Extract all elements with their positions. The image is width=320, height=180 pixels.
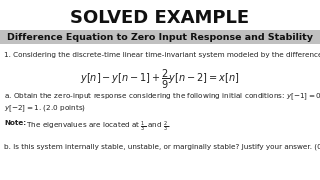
Text: Difference Equation to Zero Input Response and Stability: Difference Equation to Zero Input Respon… [7,33,313,42]
Text: SOLVED EXAMPLE: SOLVED EXAMPLE [70,9,250,27]
Text: $y[-2] = 1$. (2.0 points): $y[-2] = 1$. (2.0 points) [4,103,86,114]
Text: 1. Considering the discrete-time linear time-invariant system modeled by the dif: 1. Considering the discrete-time linear … [4,52,320,58]
Text: b. Is this system internally stable, unstable, or marginally stable? Justify you: b. Is this system internally stable, uns… [4,143,320,150]
Text: Note:: Note: [4,120,26,126]
Text: The eigenvalues are located at $\frac{1}{3}$ and $\frac{2}{3}$.: The eigenvalues are located at $\frac{1}… [24,120,171,134]
Text: a. Obtain the zero-input response considering the following initial conditions: : a. Obtain the zero-input response consid… [4,92,320,102]
Bar [0,30,320,44]
Text: $y[n] - y[n-1] + \dfrac{2}{9}y[n-2] = x[n]$: $y[n] - y[n-1] + \dfrac{2}{9}y[n-2] = x[… [80,68,240,91]
